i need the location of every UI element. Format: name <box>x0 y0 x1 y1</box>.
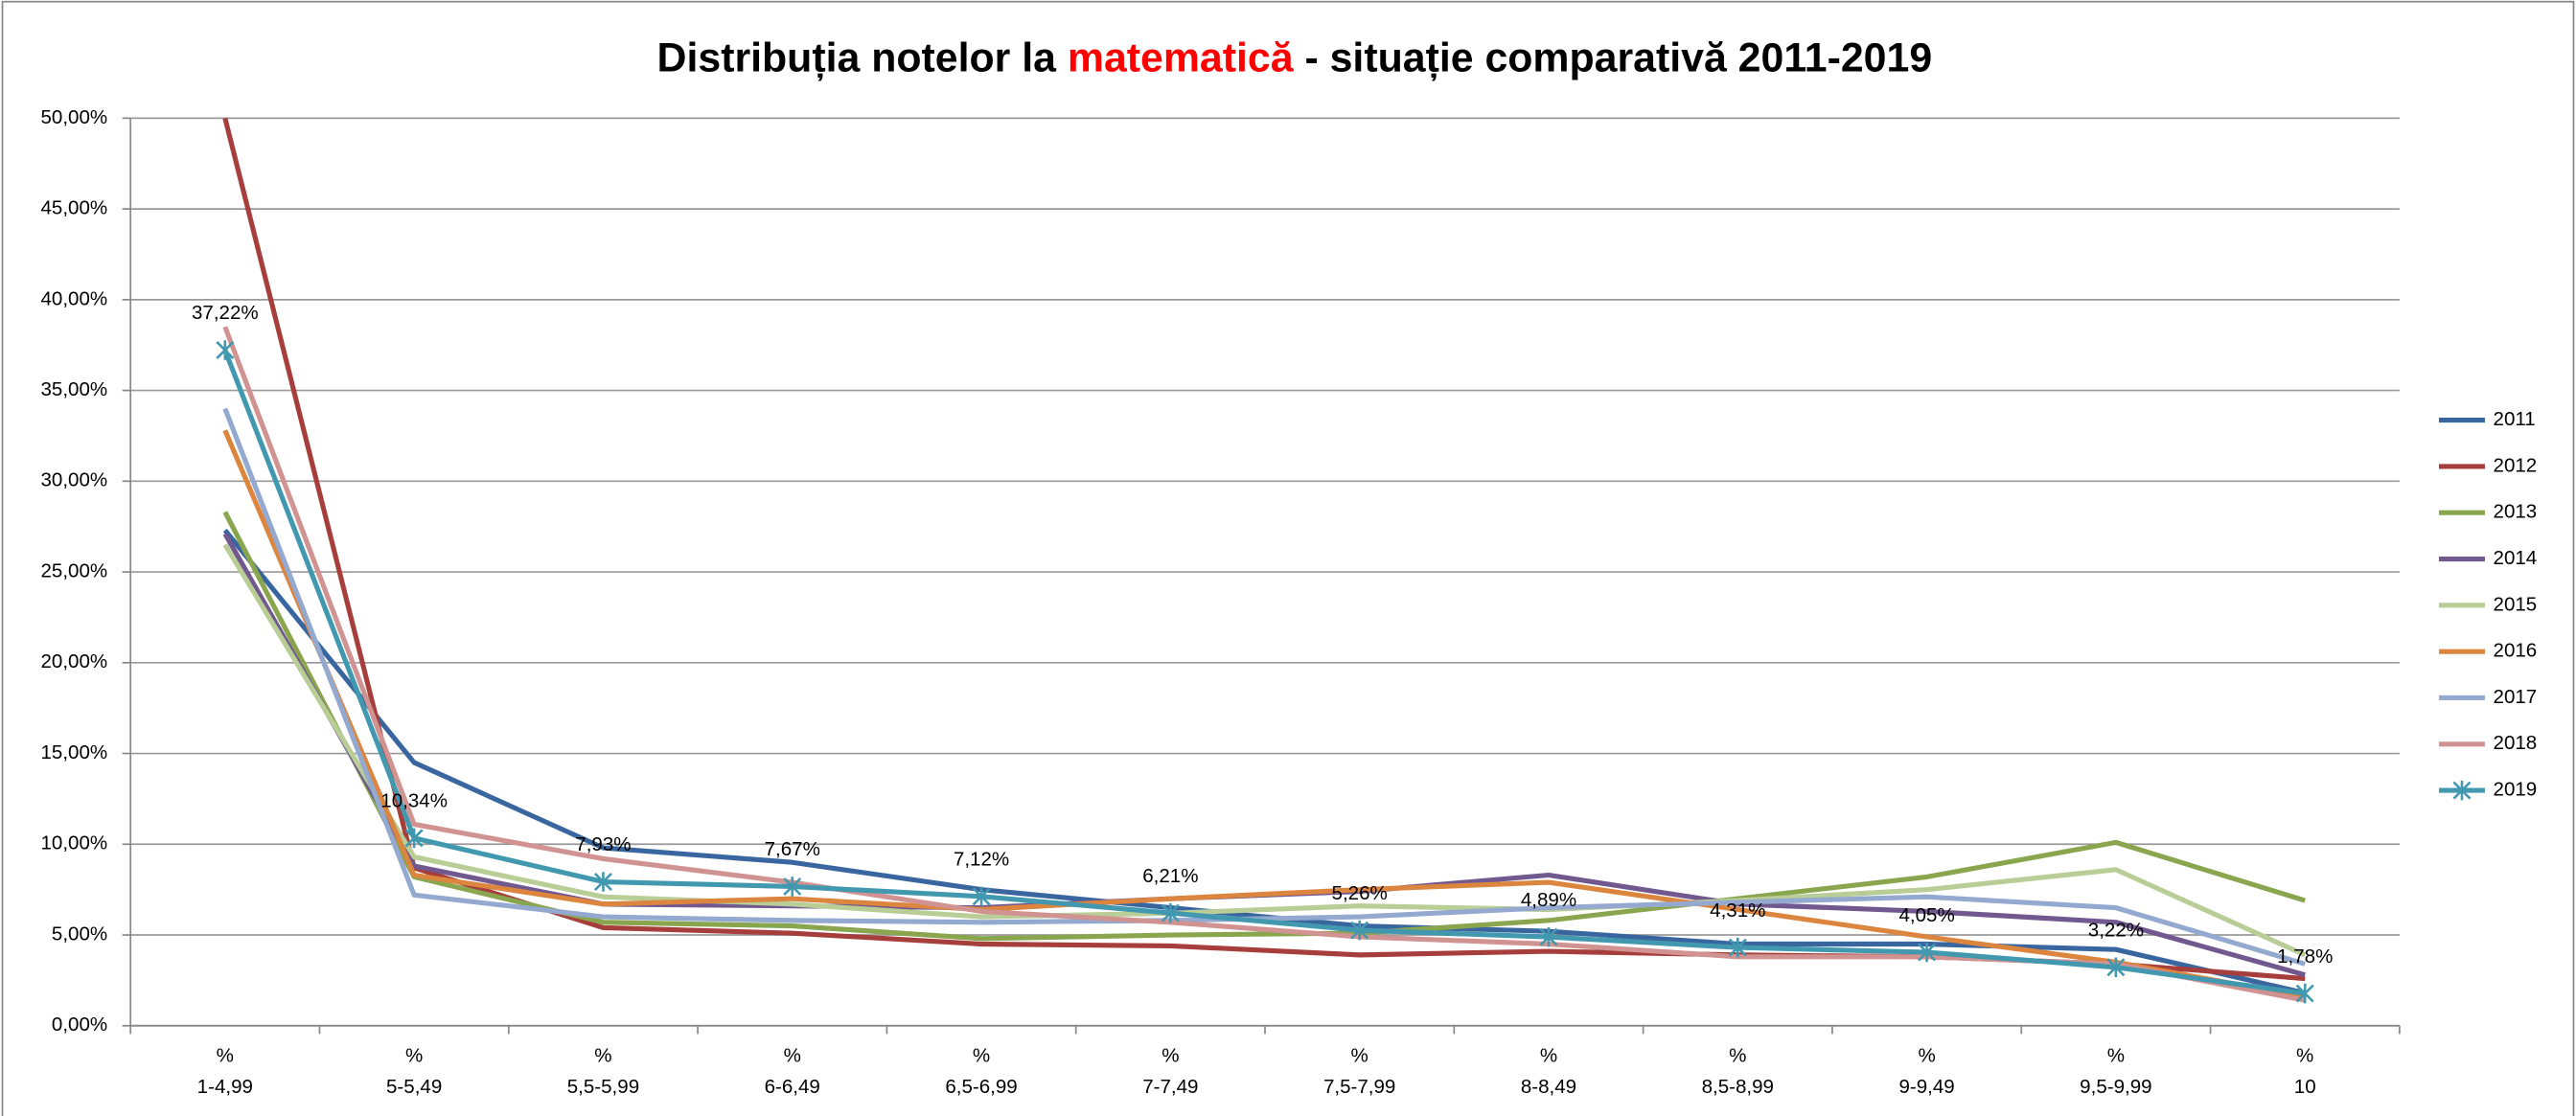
x-tick-label-line: 6,5-6,99 <box>945 1076 1017 1098</box>
x-tick-label: % 8-8,49 <box>1521 1045 1576 1099</box>
x-tick-label-line: % <box>784 1045 801 1067</box>
x-tick-label-line: 8,5-8,99 <box>1702 1076 1774 1098</box>
x-tick-label-line: % <box>1729 1045 1746 1067</box>
marker <box>2295 983 2314 1004</box>
y-tick-label: 5,00% <box>52 922 107 945</box>
data-label: 4,89% <box>1521 889 1576 911</box>
x-tick-label-line: 5-5,49 <box>386 1076 442 1098</box>
x-tick-label-line: % <box>1162 1045 1179 1067</box>
y-tick-label: 15,00% <box>40 741 107 763</box>
x-tick-label: % 9-9,49 <box>1898 1045 1954 1099</box>
x-tick-label: % 5,5-5,99 <box>567 1045 639 1099</box>
x-tick-label-line: 7-7,49 <box>1142 1076 1198 1098</box>
marker <box>972 886 991 907</box>
data-label: 4,05% <box>1898 904 1954 926</box>
x-tick-label-line: 8-8,49 <box>1521 1076 1576 1098</box>
legend-label: 2012 <box>2494 454 2538 476</box>
x-tick-label-line: % <box>1540 1045 1557 1067</box>
legend-label: 2017 <box>2494 686 2538 708</box>
x-tick-label: % 7,5-7,99 <box>1323 1045 1395 1099</box>
y-tick-label: 10,00% <box>40 832 107 854</box>
x-tick-label: % 10 <box>2294 1045 2316 1099</box>
y-tick-label: 25,00% <box>40 559 107 581</box>
x-tick-label: % 1-4,99 <box>197 1045 253 1099</box>
x-tick-label-line: % <box>2107 1045 2125 1067</box>
y-tick-label: 40,00% <box>40 287 107 309</box>
data-label: 10,34% <box>380 790 448 812</box>
marker <box>216 340 235 360</box>
series-line <box>222 543 2307 958</box>
y-tick-label: 0,00% <box>52 1014 107 1036</box>
legend-label: 2018 <box>2494 732 2538 754</box>
x-tick-label-line: 7,5-7,99 <box>1323 1076 1395 1098</box>
x-tick-label-line: 9-9,49 <box>1898 1076 1954 1098</box>
title-part: matematică <box>1068 35 1295 81</box>
series-line <box>222 407 2306 967</box>
x-tick-label-line: 10 <box>2294 1076 2316 1098</box>
x-tick-label-line: % <box>2296 1045 2313 1067</box>
data-label: 3,22% <box>2088 919 2144 941</box>
data-label: 6,21% <box>1142 865 1198 887</box>
series-line <box>222 429 2306 999</box>
marker <box>1539 926 1558 947</box>
marker <box>1350 920 1369 941</box>
x-tick-label: % 7-7,49 <box>1142 1045 1198 1099</box>
y-tick-label: 20,00% <box>40 650 107 672</box>
x-tick-label-line: 9,5-9,99 <box>2080 1076 2151 1098</box>
data-label: 37,22% <box>192 302 259 324</box>
series-line <box>222 326 2306 1003</box>
marker <box>783 877 802 897</box>
marker <box>593 872 612 892</box>
x-tick-label-line: 6-6,49 <box>765 1076 820 1098</box>
data-label: 7,67% <box>765 838 820 860</box>
y-tick-label: 35,00% <box>40 378 107 400</box>
data-label: 7,93% <box>575 833 631 855</box>
legend-label: 2013 <box>2494 501 2538 523</box>
marker <box>404 828 424 849</box>
data-label: 5,26% <box>1332 882 1388 904</box>
title-part: - situație comparativă 2011-2019 <box>1294 35 1933 81</box>
chart-title: Distribuția notelor la matematică - situ… <box>657 35 1933 81</box>
x-tick-label: % 6,5-6,99 <box>945 1045 1017 1099</box>
x-tick-label-line: 5,5-5,99 <box>567 1076 639 1098</box>
legend-label: 2011 <box>2494 408 2536 430</box>
x-tick-label-line: % <box>1351 1045 1368 1067</box>
x-tick-label-line: 1-4,99 <box>197 1076 253 1098</box>
x-tick-label: % 9,5-9,99 <box>2080 1045 2151 1099</box>
data-label: 1,78% <box>2277 945 2333 968</box>
series-line <box>222 349 2306 996</box>
x-tick-label: % 8,5-8,99 <box>1702 1045 1774 1099</box>
legend-label: 2016 <box>2494 640 2538 662</box>
marker <box>2106 957 2126 978</box>
legend-label: 2019 <box>2494 779 2538 801</box>
title-part: Distribuția notelor la <box>657 35 1068 81</box>
x-tick-label-line: % <box>405 1045 423 1067</box>
marker <box>1161 902 1180 923</box>
legend-label: 2015 <box>2494 593 2538 615</box>
x-tick-label-line: % <box>217 1045 234 1067</box>
x-tick-label: % 5-5,49 <box>386 1045 442 1099</box>
x-tick-label: % 6-6,49 <box>765 1045 820 1099</box>
legend-marker <box>2452 780 2472 801</box>
marker <box>1918 942 1937 963</box>
data-label: 4,31% <box>1710 900 1765 922</box>
y-tick-label: 50,00% <box>40 106 107 128</box>
legend-label: 2014 <box>2494 547 2538 569</box>
marker <box>1728 937 1747 958</box>
y-tick-label: 30,00% <box>40 469 107 491</box>
x-tick-label-line: % <box>973 1045 990 1067</box>
x-tick-label-line: % <box>594 1045 611 1067</box>
x-tick-label-line: % <box>1918 1045 1935 1067</box>
y-tick-label: 45,00% <box>40 197 107 219</box>
data-label: 7,12% <box>954 849 1009 871</box>
